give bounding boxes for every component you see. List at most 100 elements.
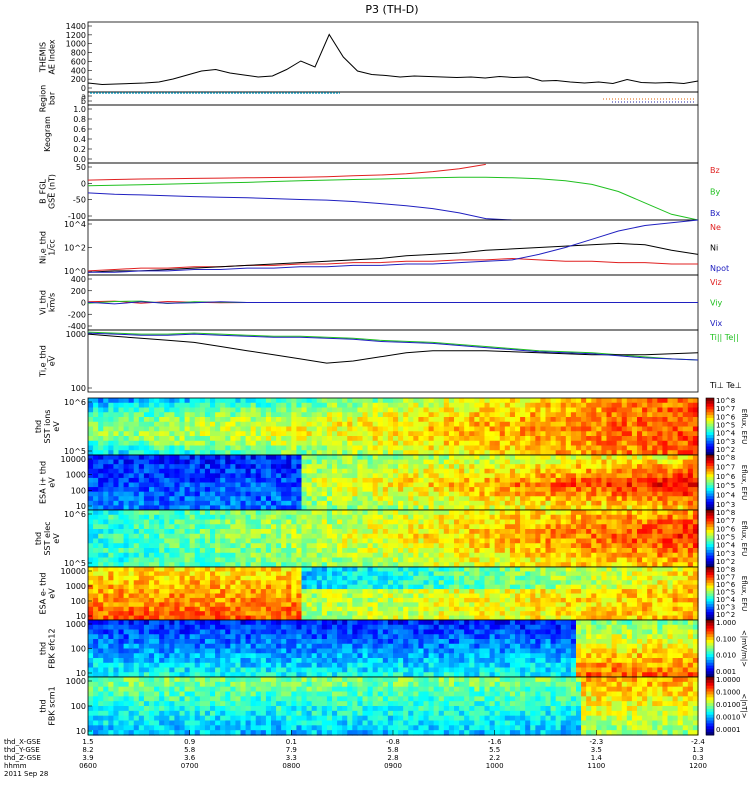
spectrogram-cell — [108, 611, 115, 617]
spectrogram-cell — [245, 477, 252, 484]
spectrogram-cell — [535, 496, 542, 502]
spectrogram-cell — [225, 597, 231, 603]
spectrogram-cell — [652, 477, 658, 484]
spectrogram-cell — [250, 407, 257, 413]
spectrogram-cell — [265, 548, 272, 554]
spectrogram-cell — [230, 606, 237, 612]
spectrogram-cell — [560, 440, 567, 447]
spectrogram-cell — [377, 421, 384, 428]
spectrogram-cell — [220, 487, 226, 493]
spectrogram-cell — [154, 606, 160, 612]
panel-frame — [87, 104, 699, 164]
spectrogram-cell — [642, 538, 648, 544]
spectrogram-cell — [149, 529, 155, 535]
spectrogram-cell — [393, 529, 399, 535]
spectrogram-cell — [174, 464, 181, 470]
spectrogram-cell — [489, 519, 496, 525]
spectrogram-cell — [418, 548, 425, 554]
spectrogram-cell — [199, 407, 206, 413]
spectrogram-cell — [387, 533, 394, 540]
spectrogram-cell — [494, 538, 501, 544]
spectrogram-cell — [133, 468, 140, 474]
spectrogram-cell — [128, 543, 135, 549]
spectrogram-cell — [306, 459, 313, 465]
spectrogram-cell — [210, 402, 216, 409]
y-axis-label: Ti,e_thd — [39, 345, 48, 378]
spectrogram-cell — [372, 464, 379, 470]
spectrogram-cell — [215, 562, 221, 568]
spectrogram-cell — [276, 482, 282, 488]
spectrogram-cell — [255, 459, 262, 465]
spectrogram-cell — [682, 533, 689, 540]
spectrogram-cell — [474, 407, 481, 413]
spectrogram-cell — [296, 398, 303, 404]
spectrogram-cell — [347, 417, 353, 423]
spectrogram-cell — [210, 436, 216, 442]
spectrogram-cell — [504, 407, 511, 413]
spectrogram-cell — [357, 455, 364, 461]
spectrogram-cell — [184, 426, 191, 432]
spectrogram-cell — [93, 431, 99, 437]
spectrogram-cell — [194, 473, 201, 479]
spectrogram-cell — [667, 445, 674, 451]
spectrogram-cell — [581, 552, 587, 559]
spectrogram-cell — [133, 597, 140, 603]
spectrogram-cell — [108, 412, 115, 418]
spectrogram-cell — [225, 519, 231, 525]
spectrogram-cell — [179, 519, 186, 525]
spectrogram-cell — [586, 468, 592, 474]
spectrogram-cell — [423, 473, 430, 479]
spectrogram-cell — [357, 436, 364, 442]
spectrogram-cell — [88, 615, 94, 621]
spectrogram-cell — [332, 398, 338, 404]
spectrogram-cell — [565, 459, 572, 465]
spectrogram-cell — [235, 524, 242, 530]
spectrogram-cell — [393, 510, 399, 516]
spectrogram-cell — [154, 477, 160, 484]
spectrogram-cell — [184, 496, 191, 502]
spectrogram-cell — [377, 445, 384, 451]
spectrogram-cell — [118, 464, 125, 470]
spectrogram-cell — [301, 445, 308, 451]
spectrogram-cell — [550, 468, 557, 474]
spectrogram-cell — [408, 538, 414, 544]
spectrogram-cell — [509, 417, 516, 423]
spectrogram-cell — [357, 398, 364, 404]
spectrogram-cell — [138, 548, 145, 554]
spectrogram-cell — [657, 543, 664, 549]
spectrogram-cell — [565, 436, 572, 442]
spectrogram-cell — [113, 450, 120, 456]
spectrogram-cell — [677, 459, 684, 465]
spectrogram-cell — [448, 552, 455, 559]
spectrogram-cell — [657, 510, 664, 516]
spectrogram-cell — [489, 407, 496, 413]
spectrogram-cell — [357, 482, 364, 488]
spectrogram-cell — [260, 533, 267, 540]
spectrogram-cell — [255, 491, 262, 497]
spectrogram-cell — [286, 402, 292, 409]
spectrogram-cell — [438, 468, 445, 474]
spectrogram-cell — [98, 529, 104, 535]
spectrogram-cell — [642, 487, 648, 493]
spectrogram-cell — [326, 477, 333, 484]
spectrogram-cell — [621, 417, 628, 423]
spectrogram-cell — [555, 533, 562, 540]
spectrogram-cell — [682, 421, 689, 428]
spectrogram-cell — [499, 557, 506, 563]
spectrogram-cell — [591, 543, 597, 549]
spectrogram-cell — [240, 597, 247, 603]
spectrogram-cell — [103, 417, 109, 423]
spectrogram-cell — [179, 589, 186, 595]
spectrogram-cell — [530, 412, 536, 418]
spectrogram-cell — [377, 557, 384, 563]
spectrogram-cell — [677, 440, 684, 447]
spectrogram-cell — [103, 589, 109, 595]
y-axis-label: 1/cc — [48, 239, 57, 256]
spectrogram-cell — [545, 496, 552, 502]
spectrogram-cell — [138, 593, 145, 599]
colorbar-cell — [706, 477, 714, 481]
spectrogram-cell — [352, 412, 359, 418]
spectrogram-cell — [484, 514, 491, 521]
spectrogram-cell — [530, 552, 536, 559]
spectrogram-cell — [687, 552, 694, 559]
